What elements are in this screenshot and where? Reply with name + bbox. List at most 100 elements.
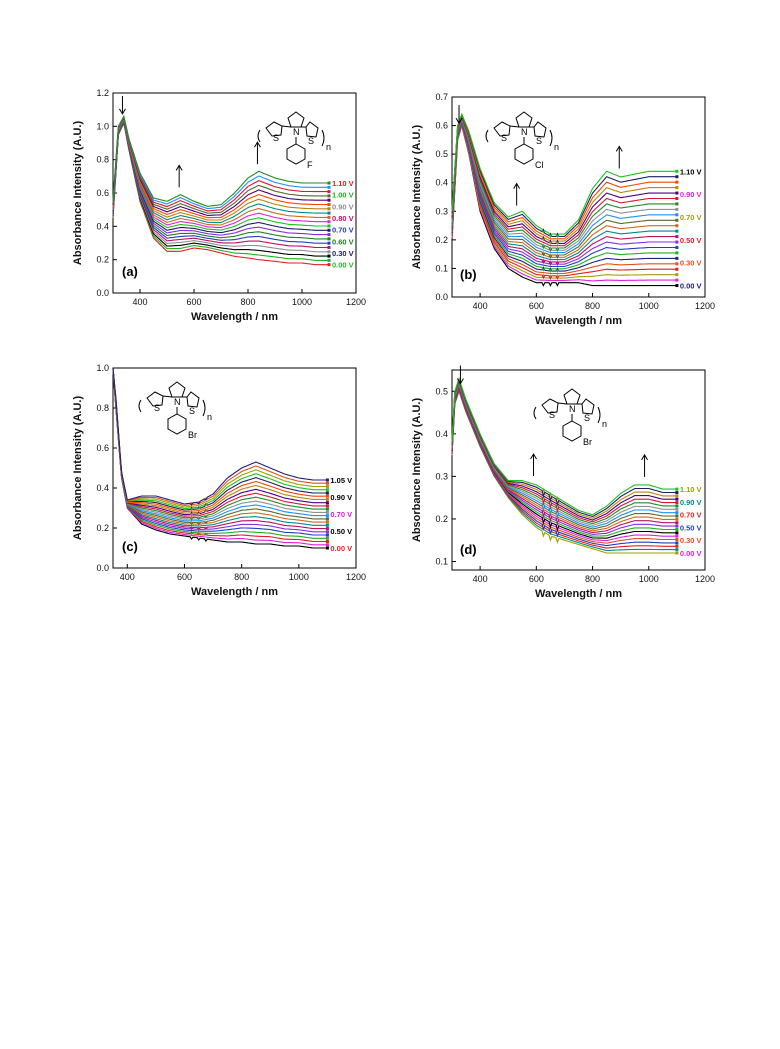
- series-end-marker: [325, 484, 329, 488]
- chart-panel-d: 400 600 800 1000 1200 0.1 0.2 0.3 0.4 0.5 Waveleng…: [411, 365, 715, 600]
- series-end-marker: [327, 198, 331, 202]
- spectrum-series-12: [112, 117, 329, 226]
- bracket-right: [597, 406, 601, 424]
- voltage-label: 0.60 V: [332, 237, 354, 246]
- atom-n: N: [521, 127, 528, 137]
- series-end-marker: [675, 213, 679, 217]
- x-tick-label: 600: [186, 297, 201, 307]
- series-end-marker: [327, 215, 331, 219]
- spectrum-series-20: [451, 113, 677, 240]
- bracket-left: [485, 129, 489, 143]
- x-axis-label: Wavelength / nm: [535, 588, 622, 600]
- thiophene-left: [493, 121, 511, 137]
- arrow-head: [457, 378, 464, 385]
- series-end-marker: [327, 220, 331, 224]
- series-end-marker: [327, 245, 331, 249]
- pyrrole-ring: [168, 381, 186, 398]
- series-end-marker: [675, 487, 679, 491]
- series-end-marker: [675, 267, 679, 271]
- series-end-marker: [325, 501, 329, 505]
- spectrum-series-4: [451, 121, 677, 280]
- y-tick-label: 0.6: [96, 188, 109, 198]
- voltage-label: 0.00 V: [332, 261, 354, 270]
- y-tick-label: 0.2: [435, 514, 448, 524]
- spectrum-series-19: [112, 115, 329, 210]
- series-end-marker: [325, 504, 329, 508]
- x-tick-label: 1000: [289, 572, 309, 582]
- series-end-marker: [327, 263, 331, 267]
- series-end-marker: [675, 218, 679, 222]
- spectrum-series-4: [112, 367, 328, 539]
- y-tick-label: 0.8: [96, 155, 109, 165]
- spectrum-series-22: [451, 112, 677, 239]
- spectrum-series-19: [112, 367, 328, 511]
- spectrum-series-5: [112, 367, 328, 536]
- series-end-marker: [675, 501, 679, 505]
- spectrum-series-1: [112, 367, 328, 549]
- spectrum-series-5: [451, 121, 677, 275]
- series-end-marker: [675, 186, 679, 190]
- spectrum-series-17: [112, 115, 329, 214]
- atom-s-right: S: [584, 413, 590, 423]
- panel-label: (a): [122, 264, 138, 279]
- series-end-marker: [327, 207, 331, 211]
- atom-substituent: Cl: [535, 160, 544, 170]
- voltage-label: 0.70 V: [680, 213, 702, 222]
- y-axis-label: Absorbance Intensity (A.U.): [411, 125, 423, 270]
- thiophene-right: [581, 398, 595, 415]
- voltage-label: 0.90 V: [680, 190, 702, 199]
- voltage-label: 0.00 V: [330, 544, 352, 553]
- bracket-left: [533, 406, 537, 420]
- series-end-marker: [675, 544, 679, 548]
- spectrum-series-15: [451, 116, 677, 251]
- spectrum-series-22: [112, 367, 328, 506]
- series-end-marker: [675, 256, 679, 260]
- spectrum-series-17: [451, 115, 677, 247]
- spectrum-series-11: [112, 117, 329, 229]
- voltage-label: 0.90 V: [680, 498, 702, 507]
- bond-1: [162, 395, 173, 398]
- atom-substituent: Br: [583, 437, 592, 447]
- arrow-head: [615, 145, 623, 152]
- spectrum-series-14: [451, 116, 677, 254]
- repeat-n: n: [207, 412, 212, 422]
- series-end-marker: [327, 228, 331, 232]
- x-axis-label: Wavelength / nm: [191, 311, 278, 323]
- x-tick-label: 600: [177, 572, 192, 582]
- spectrum-series-2: [112, 367, 328, 546]
- series-end-marker: [327, 185, 331, 189]
- x-tick-label: 800: [585, 574, 600, 584]
- spectrum-series-17: [112, 367, 328, 513]
- series-end-marker: [675, 524, 679, 528]
- bracket-left: [257, 129, 261, 143]
- spectrum-series-4: [112, 120, 329, 253]
- series-end-marker: [327, 241, 331, 245]
- series-end-marker: [675, 548, 679, 552]
- series-end-marker: [675, 245, 679, 249]
- voltage-label: 0.70 V: [332, 226, 354, 235]
- series-end-marker: [327, 233, 331, 237]
- y-tick-label: 0.0: [96, 563, 109, 573]
- spectrum-series-2: [451, 122, 677, 282]
- y-tick-label: 0.5: [435, 386, 448, 396]
- series-end-marker: [327, 258, 331, 262]
- series-end-marker: [327, 211, 331, 215]
- spectrum-series-14: [112, 367, 328, 517]
- series-end-marker: [325, 517, 329, 521]
- spectrum-series-12: [112, 367, 328, 520]
- plot-frame: [451, 96, 706, 298]
- series-end-marker: [675, 491, 679, 495]
- voltage-label: 1.10 V: [332, 179, 354, 188]
- x-axis-label: Wavelength / nm: [535, 315, 622, 327]
- y-tick-label: 0.3: [435, 206, 448, 216]
- series-end-marker: [675, 527, 679, 531]
- series-end-marker: [325, 536, 329, 540]
- voltage-label: 1.10 V: [680, 485, 702, 494]
- voltage-label: 1.10 V: [680, 167, 702, 176]
- series-end-marker: [327, 237, 331, 241]
- spectrum-series-16: [451, 115, 677, 253]
- x-tick-label: 400: [132, 297, 147, 307]
- spectrum-series-18: [451, 114, 677, 244]
